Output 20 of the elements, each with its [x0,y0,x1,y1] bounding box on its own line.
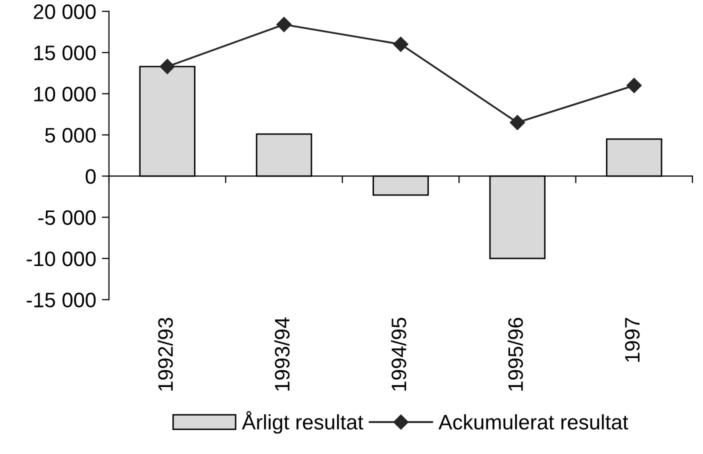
x-tick-label: 1994/95 [391,318,406,391]
x-tick-label: 1997 [624,318,640,362]
y-tick-label: 20 000 [34,4,96,20]
x-tick-label: 1992/93 [158,318,173,391]
y-tick-label: 5 000 [45,128,96,143]
x-tick-label: 1995/96 [508,318,523,391]
legend-label: Ackumulerat resultat [438,414,628,430]
y-tick-label: 0 [86,169,96,184]
legend-label: Årligt resultat [242,411,364,434]
point [510,114,525,130]
point [626,78,642,94]
point [160,58,175,74]
x-tick-label: 1993/94 [274,318,290,391]
y-tick-label: -15 000 [26,292,96,308]
y-tick-label: -5 000 [38,210,96,226]
point [393,36,408,52]
y-tick-label: -10 000 [26,251,96,266]
point [276,16,292,32]
y-tick-label: 10 000 [34,86,96,102]
y-tick-label: 15 000 [34,46,96,60]
